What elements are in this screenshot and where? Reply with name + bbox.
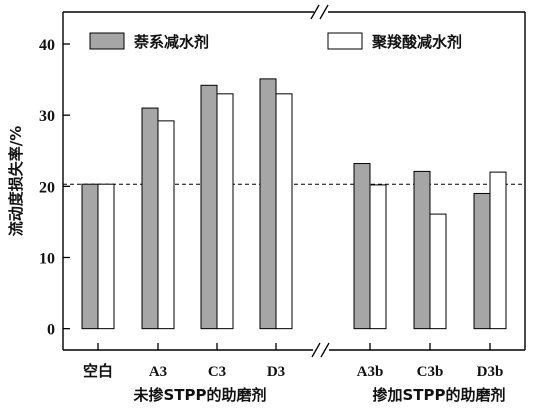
legend-swatch-series-2 [327, 32, 363, 50]
y-tick-label-30: 30 [39, 108, 55, 125]
legend-label-series-2: 聚羧酸减水剂 [371, 33, 462, 51]
legend-label-series-1: 萘系减水剂 [133, 33, 209, 51]
bar-1-6 [413, 170, 431, 330]
legend-swatch-series-1 [89, 32, 125, 50]
category-label-4: D3 [267, 364, 285, 380]
y-tick-label-40: 40 [39, 37, 55, 54]
category-label-7: D3b [477, 364, 504, 380]
category-label-5: A3b [357, 364, 384, 380]
bar-2-2 [157, 120, 175, 330]
bar-2-4 [275, 93, 293, 330]
bar-1-1 [81, 183, 99, 330]
category-label-3: C3 [208, 364, 226, 380]
bar-2-5 [369, 184, 387, 330]
bar-1-4 [259, 78, 277, 330]
axis-break-top [310, 4, 329, 20]
group-label-with-stpp: 掺加STPP的助磨剂 [372, 386, 505, 404]
y-tick-label-20: 20 [39, 179, 55, 196]
group-label-without-stpp: 未掺STPP的助磨剂 [132, 386, 266, 404]
bar-1-7 [473, 192, 491, 330]
category-label-1: 空白 [83, 362, 113, 380]
y-axis-label: 流动度损失率/% [7, 126, 25, 237]
category-label-6: C3b [417, 364, 444, 380]
y-tick-label-0: 0 [47, 322, 55, 339]
bar-2-1 [97, 183, 115, 330]
category-label-2: A3 [149, 364, 167, 380]
bar-2-7 [489, 171, 507, 330]
y-tick-label-10: 10 [39, 250, 55, 267]
bar-1-5 [353, 163, 371, 330]
bar-2-6 [429, 213, 447, 330]
axis-break-bottom [311, 342, 330, 358]
legend: 萘系减水剂 聚羧酸减水剂 [89, 32, 462, 51]
bar-2-3 [216, 93, 234, 330]
bar-1-3 [200, 84, 218, 330]
bar-1-2 [141, 107, 159, 330]
